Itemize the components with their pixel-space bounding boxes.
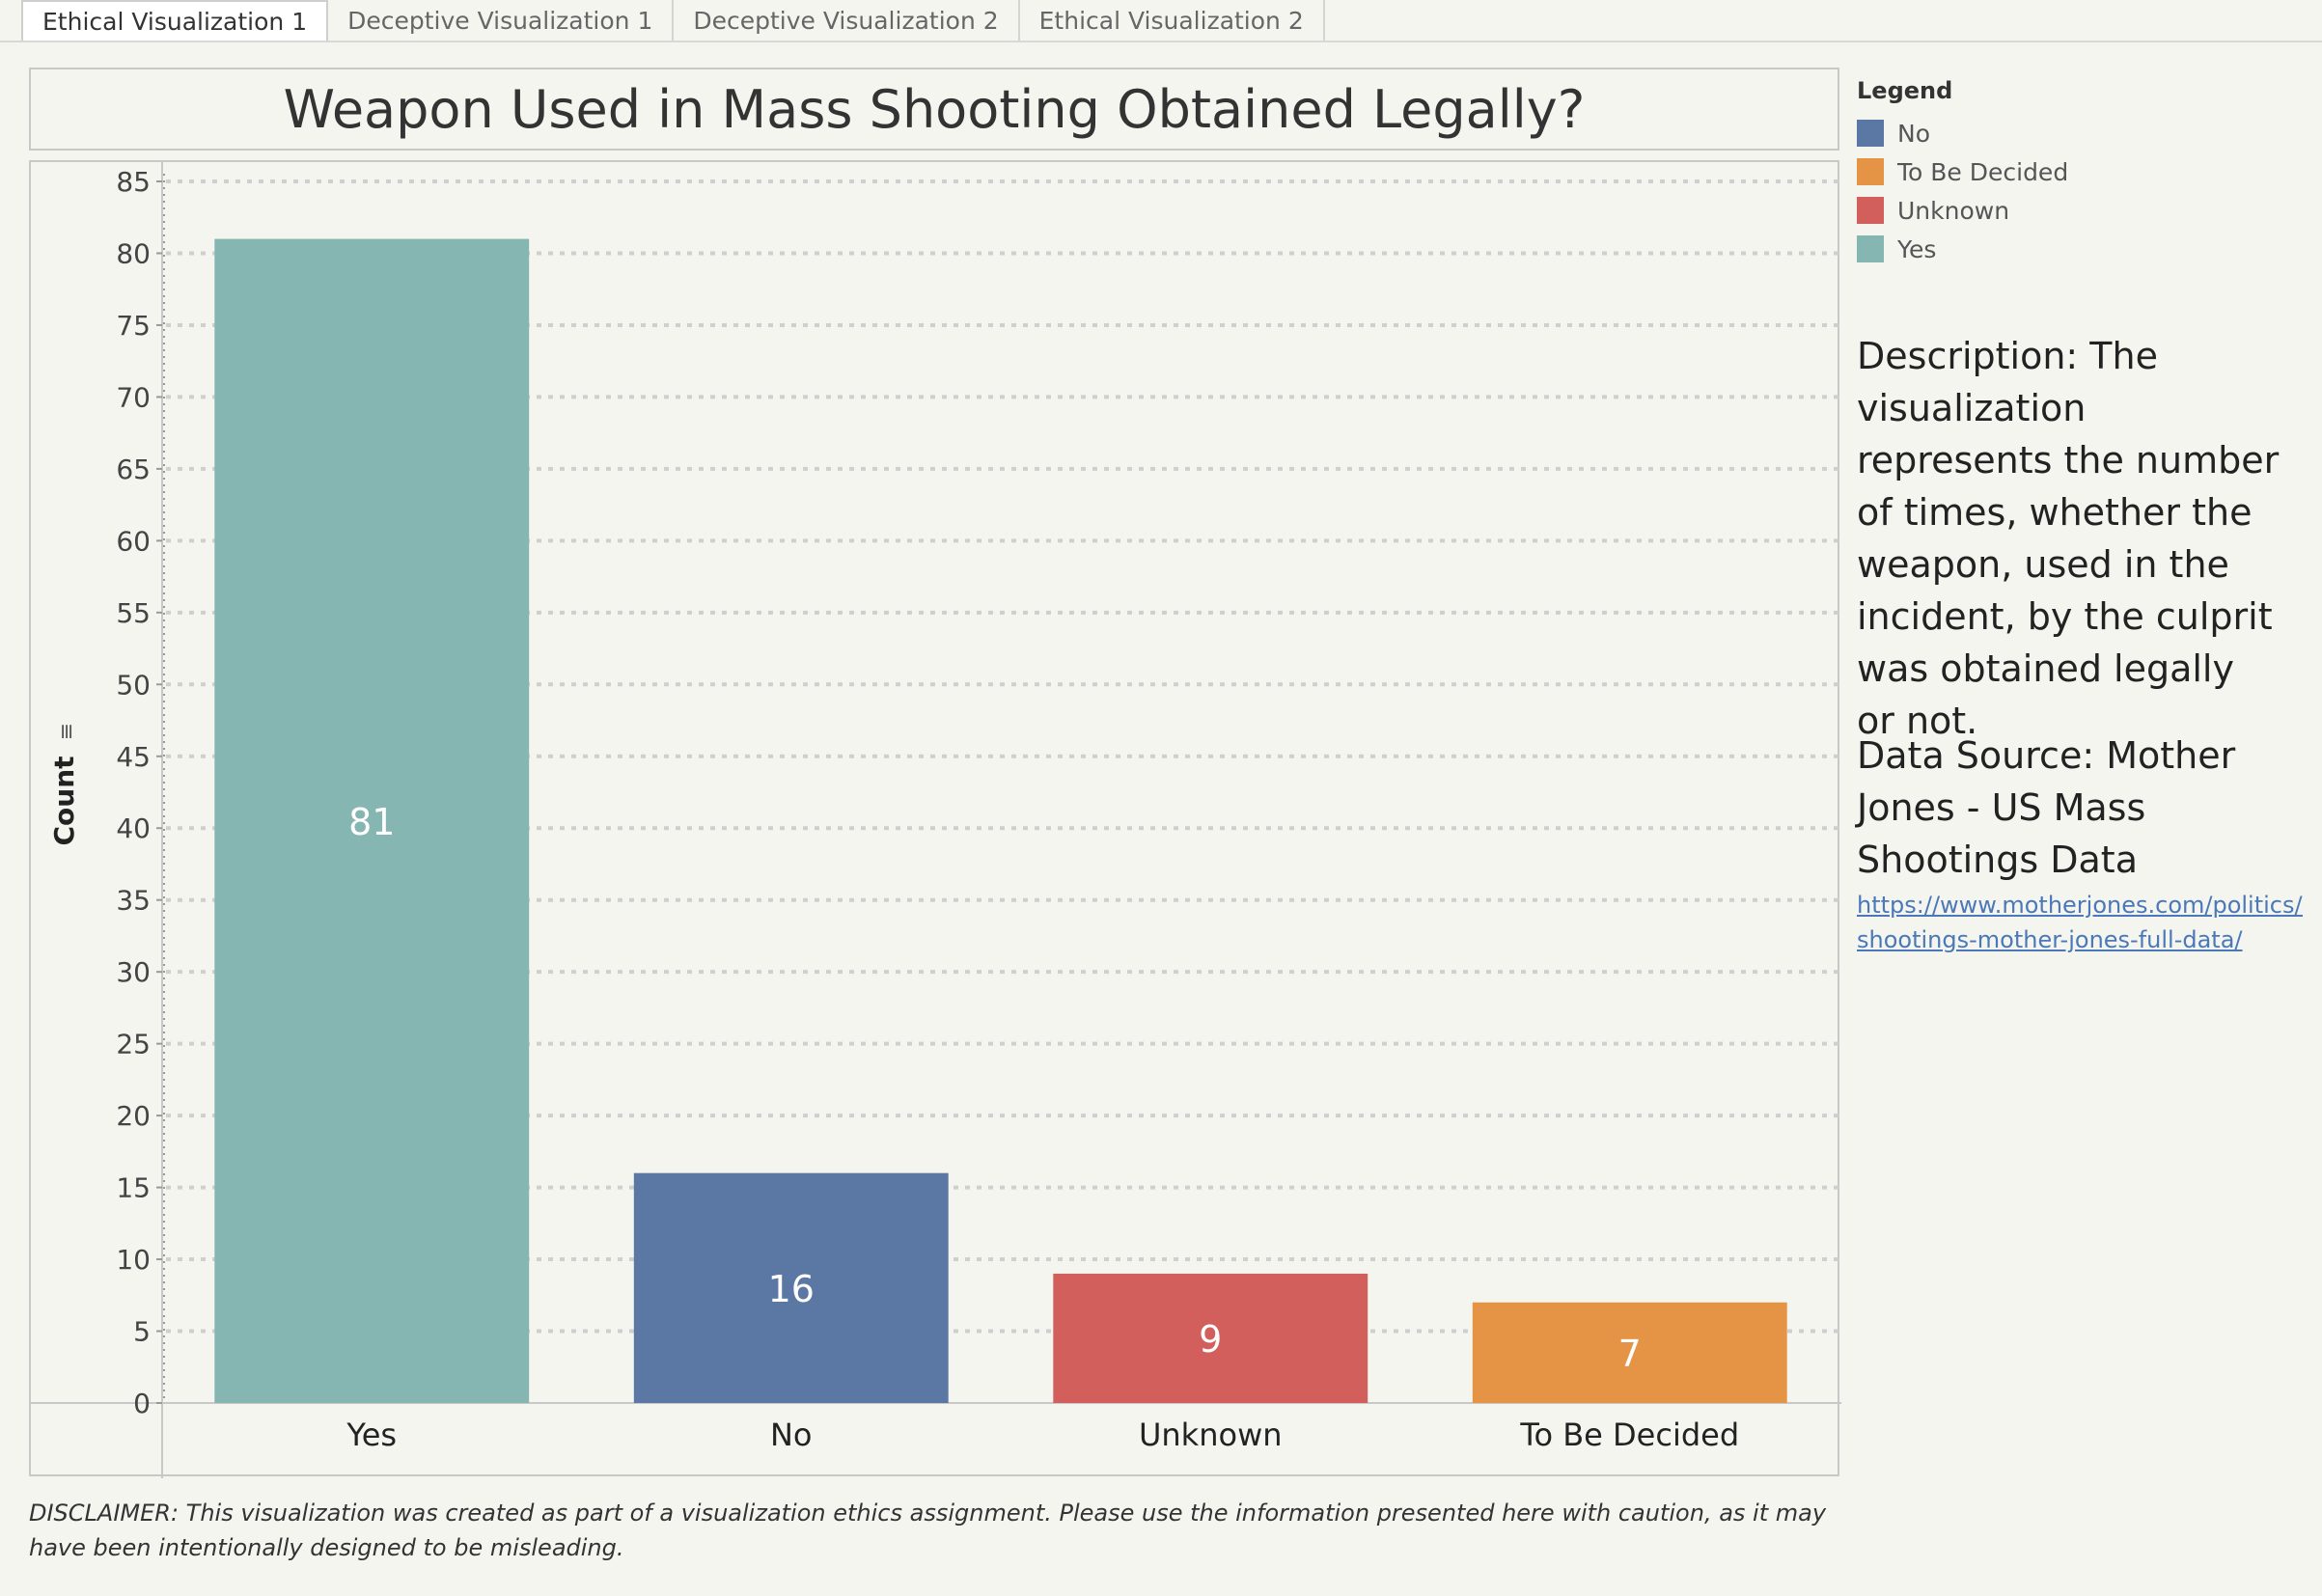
legend-label-no: No [1897, 119, 1930, 148]
tab-ethical-visualization-1[interactable]: Ethical Visualization 1 [21, 0, 329, 41]
legend-swatch-unknown [1857, 197, 1884, 224]
tab-deceptive-visualization-1[interactable]: Deceptive Visualization 1 [328, 0, 675, 41]
legend-item-yes[interactable]: Yes [1857, 230, 2068, 268]
sort-icon: ≡ [55, 723, 79, 740]
y-tick-label-50: 50 [116, 669, 151, 701]
y-tick-label-15: 15 [116, 1172, 151, 1204]
data-source-link-line-2[interactable]: shootings-mother-jones-full-data/ [1857, 926, 2243, 953]
y-tick-label-20: 20 [116, 1100, 151, 1132]
legend-title: Legend [1857, 77, 1953, 104]
y-tick-label-0: 0 [133, 1388, 151, 1419]
y-tick-label-35: 35 [116, 885, 151, 917]
legend-swatch-no [1857, 120, 1884, 147]
legend-label-yes: Yes [1897, 234, 1937, 263]
bar-unknown [1053, 1273, 1368, 1403]
x-tick-label-yes: Yes [346, 1417, 397, 1453]
x-tick-label-to-be-decided: To Be Decided [1519, 1417, 1739, 1453]
y-tick-label-5: 5 [133, 1316, 151, 1348]
y-tick-label-25: 25 [116, 1029, 151, 1060]
data-source-link[interactable]: https://www.motherjones.com/politics/2 s… [1857, 888, 2303, 957]
tab-ethical-visualization-2[interactable]: Ethical Visualization 2 [1020, 0, 1325, 41]
y-tick-label-65: 65 [116, 454, 151, 485]
legend-item-unknown[interactable]: Unknown [1857, 191, 2068, 230]
y-tick-label-75: 75 [116, 310, 151, 342]
tab-deceptive-visualization-2[interactable]: Deceptive Visualization 2 [674, 0, 1020, 41]
legend-item-to-be-decided[interactable]: To Be Decided [1857, 152, 2068, 191]
legend-item-no[interactable]: No [1857, 114, 2068, 152]
legend-label-to-be-decided: To Be Decided [1897, 157, 2069, 186]
x-tick-label-no: No [770, 1417, 813, 1453]
y-tick-label-10: 10 [116, 1244, 151, 1276]
data-label-unknown: 9 [1199, 1318, 1222, 1361]
y-tick-label-80: 80 [116, 237, 151, 269]
legend-swatch-yes [1857, 235, 1884, 262]
y-axis-title: Count [48, 756, 80, 845]
worksheet-tabs: Ethical Visualization 1 Deceptive Visual… [21, 0, 1325, 41]
chart-frame: 0 5 10 15 20 25 30 35 40 45 50 55 60 65 70 75 80 85 Count ≡… [29, 160, 1841, 1478]
y-tick-label-85: 85 [116, 166, 151, 198]
description-text: Description: The visualization represent… [1857, 335, 2280, 742]
bar-yes [214, 238, 530, 1404]
data-source-text: Data Source: Mother Jones - US Mass Shoo… [1857, 734, 2236, 881]
y-tick-label-55: 55 [116, 597, 151, 629]
x-tick-label-unknown: Unknown [1139, 1417, 1283, 1453]
y-tick-label-60: 60 [116, 525, 151, 557]
bar-to-be-decided [1472, 1302, 1787, 1403]
legend-swatch-to-be-decided [1857, 158, 1884, 185]
tab-divider [0, 41, 2322, 42]
data-label-to-be-decided: 7 [1618, 1333, 1642, 1375]
y-tick-label-40: 40 [116, 812, 151, 844]
legend: Legend No To Be Decided Unknown Yes [1857, 77, 2068, 268]
data-label-no: 16 [768, 1268, 815, 1310]
data-source-link-line-1[interactable]: https://www.motherjones.com/politics/2 [1857, 892, 2303, 919]
disclaimer-text: DISCLAIMER: This visualization was creat… [29, 1500, 1827, 1561]
y-tick-label-45: 45 [116, 741, 151, 773]
data-label-yes: 81 [348, 801, 395, 843]
bar-chart: 0 5 10 15 20 25 30 35 40 45 50 55 60 65 70 75 80 85 Count ≡… [31, 162, 1841, 1478]
chart-title: Weapon Used in Mass Shooting Obtained Le… [29, 68, 1839, 151]
legend-label-unknown: Unknown [1897, 196, 2010, 225]
bar-no [633, 1172, 949, 1403]
y-tick-label-30: 30 [116, 956, 151, 988]
y-tick-label-70: 70 [116, 381, 151, 413]
